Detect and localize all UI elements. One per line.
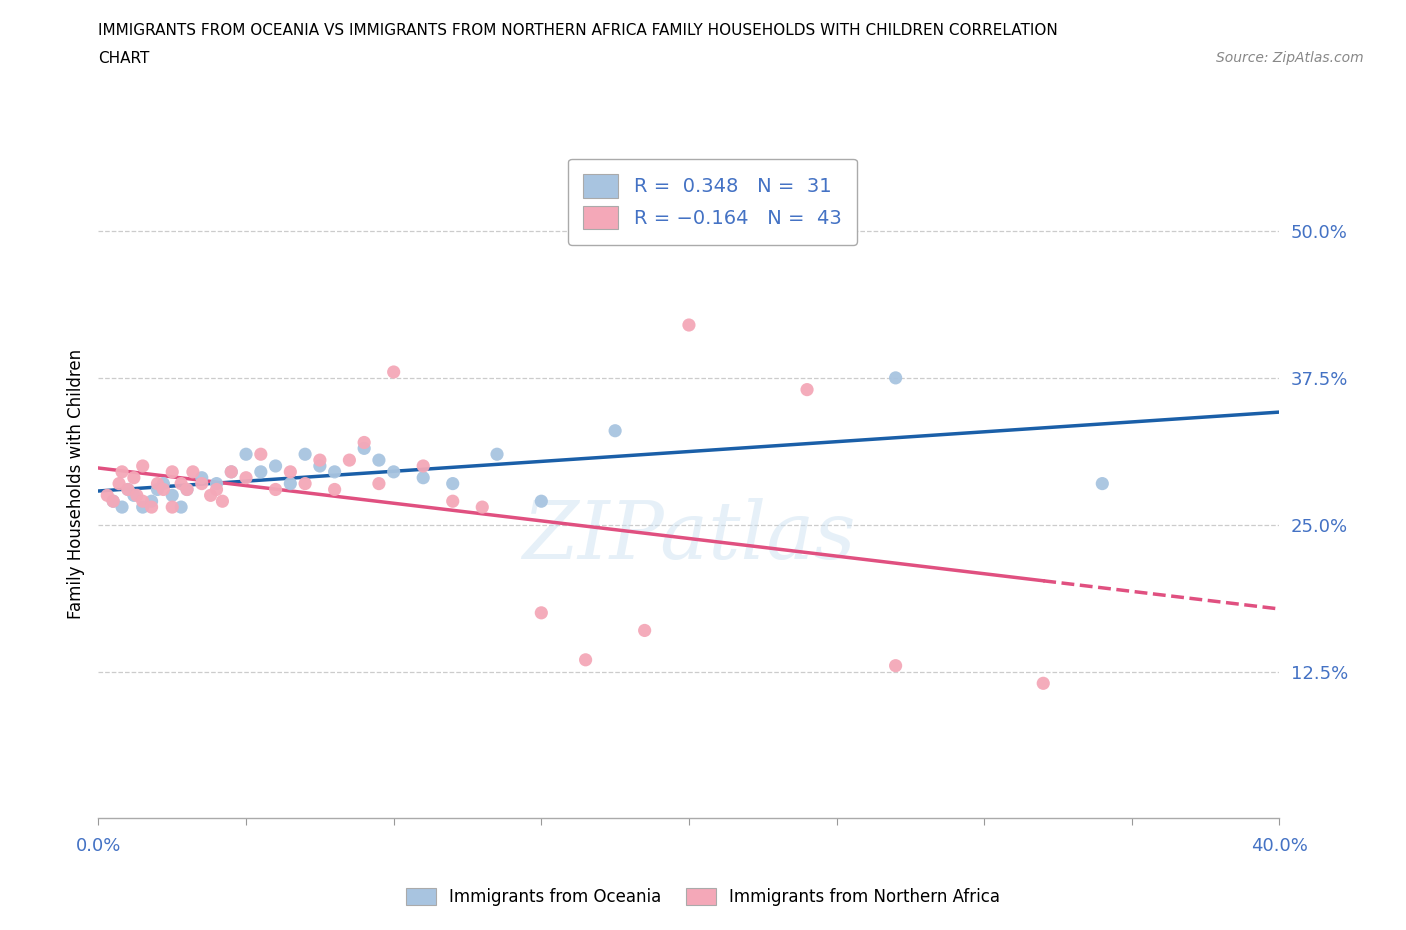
Point (146, 476, 169, 491)
Point (162, 488, 183, 503)
Point (146, 482, 169, 497)
Point (530, 605, 553, 620)
Point (152, 482, 174, 497)
Point (323, 482, 346, 497)
Point (181, 464, 204, 479)
Text: IMMIGRANTS FROM OCEANIA VS IMMIGRANTS FROM NORTHERN AFRICA FAMILY HOUSEHOLDS WIT: IMMIGRANTS FROM OCEANIA VS IMMIGRANTS FR… (98, 23, 1059, 38)
Point (633, 623, 655, 638)
Point (294, 476, 316, 491)
Point (162, 464, 183, 479)
Point (170, 499, 193, 514)
Point (441, 494, 464, 509)
Point (796, 382, 818, 397)
Point (605, 423, 627, 438)
Point (323, 464, 346, 479)
Point (353, 441, 375, 456)
Point (382, 464, 405, 479)
Point (132, 499, 155, 514)
Point (412, 471, 434, 485)
Point (141, 494, 163, 509)
Point (211, 494, 233, 509)
Point (103, 494, 125, 509)
Point (132, 458, 155, 473)
Point (250, 464, 273, 479)
Point (309, 458, 332, 473)
Point (264, 482, 287, 497)
Point (152, 476, 174, 491)
Text: CHART: CHART (98, 51, 150, 66)
Point (170, 476, 193, 491)
Y-axis label: Family Households with Children: Family Households with Children (66, 349, 84, 618)
Point (235, 471, 257, 485)
Point (191, 476, 214, 491)
Point (122, 471, 145, 485)
Point (176, 482, 198, 497)
Text: Source: ZipAtlas.com: Source: ZipAtlas.com (1216, 51, 1364, 65)
Point (574, 652, 596, 667)
Point (205, 482, 228, 497)
Point (205, 476, 228, 491)
Point (162, 499, 183, 514)
Point (678, 317, 700, 332)
Point (382, 365, 405, 379)
Point (111, 499, 134, 514)
Point (250, 446, 273, 461)
Point (471, 499, 494, 514)
Point (200, 488, 222, 503)
Point (337, 453, 360, 468)
Point (191, 471, 214, 485)
Point (309, 453, 332, 468)
Point (219, 464, 242, 479)
Point (219, 464, 242, 479)
Point (486, 446, 509, 461)
Point (368, 453, 391, 468)
Point (108, 476, 131, 491)
Point (176, 482, 198, 497)
Point (1091, 476, 1114, 491)
Legend: R =  0.348   N =  31, R = −0.164   N =  43: R = 0.348 N = 31, R = −0.164 N = 43 (568, 158, 858, 245)
Point (530, 494, 553, 509)
Point (125, 488, 148, 503)
Point (278, 464, 302, 479)
Point (117, 482, 139, 497)
Point (884, 370, 907, 385)
Point (264, 458, 287, 473)
Point (278, 476, 302, 491)
Text: 0.0%: 0.0% (76, 837, 121, 855)
Point (132, 494, 155, 509)
Point (1032, 676, 1054, 691)
Text: 40.0%: 40.0% (1251, 837, 1308, 855)
Legend: Immigrants from Oceania, Immigrants from Northern Africa: Immigrants from Oceania, Immigrants from… (399, 881, 1007, 912)
Point (412, 458, 434, 473)
Point (141, 499, 163, 514)
Text: ZIPatlas: ZIPatlas (522, 498, 856, 576)
Point (441, 476, 464, 491)
Point (368, 476, 391, 491)
Point (122, 488, 145, 503)
Point (235, 446, 257, 461)
Point (884, 658, 907, 673)
Point (353, 435, 375, 450)
Point (103, 494, 125, 509)
Point (294, 446, 316, 461)
Point (111, 464, 134, 479)
Point (96, 488, 118, 503)
Point (117, 482, 139, 497)
